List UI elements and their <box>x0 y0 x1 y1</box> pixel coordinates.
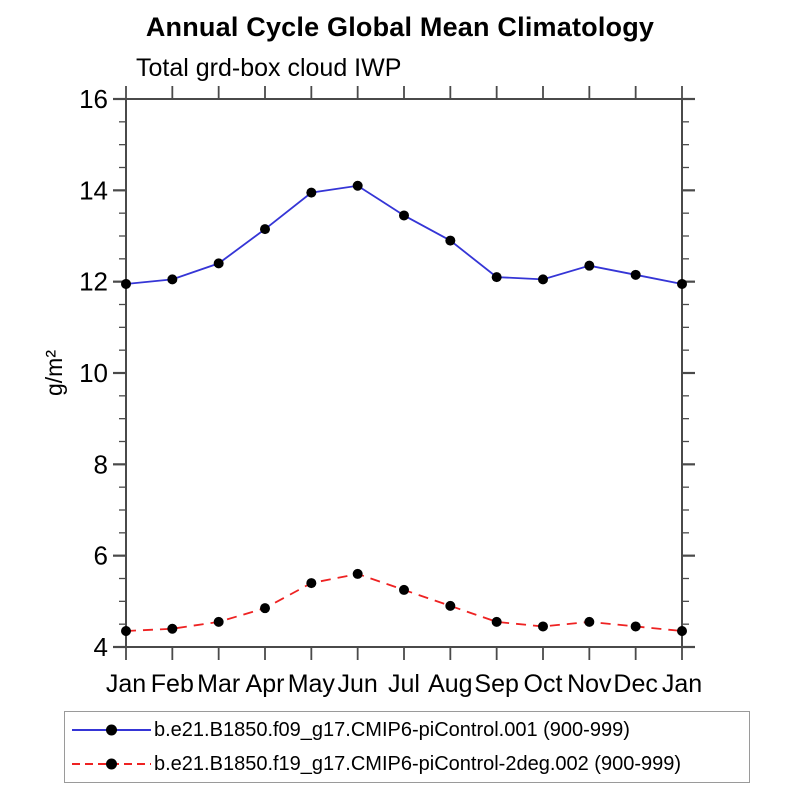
legend-item-series-0: b.e21.B1850.f09_g17.CMIP6-piControl.001 … <box>65 713 749 747</box>
chart-subtitle: Total grd-box cloud IWP <box>136 54 402 82</box>
series-0-marker <box>399 210 409 221</box>
x-axis-tick-label: Jan <box>662 670 702 698</box>
legend-line-sample-solid <box>72 724 151 736</box>
x-axis-tick-label: Oct <box>524 670 563 698</box>
legend-line-sample-dashed <box>72 758 151 770</box>
series-0-marker <box>630 269 641 280</box>
series-1-marker <box>167 623 178 634</box>
series-0-marker <box>445 235 456 246</box>
series-0-marker <box>352 180 363 191</box>
y-axis-tick-label: 12 <box>79 267 108 297</box>
x-axis-tick-label: Jun <box>338 670 378 698</box>
chart-title: Annual Cycle Global Mean Climatology <box>145 12 655 42</box>
x-axis-tick-label: Apr <box>246 670 285 698</box>
x-axis-tick-label: May <box>288 670 336 698</box>
x-axis-tick-label: Aug <box>428 670 472 698</box>
series-1-line <box>125 573 683 632</box>
legend-label-series-1: b.e21.B1850.f19_g17.CMIP6-piControl-2deg… <box>154 753 682 775</box>
x-axis-tick-label: Feb <box>151 670 194 698</box>
y-axis-tick-label: 16 <box>79 84 108 114</box>
series-0-marker <box>677 278 687 289</box>
series-0-marker <box>121 278 131 289</box>
series-0-marker <box>306 187 317 198</box>
series-0-line <box>125 184 683 285</box>
series-1-marker <box>399 584 409 595</box>
y-axis-tick-label: 6 <box>94 541 108 571</box>
series-0-marker <box>584 260 595 271</box>
x-axis-tick-label: Mar <box>197 670 240 698</box>
series-0-marker <box>260 224 270 235</box>
y-axis-tick-label: 8 <box>94 449 108 479</box>
series-1-marker <box>677 626 687 637</box>
series-0-marker <box>538 274 548 285</box>
legend-sample-marker-1 <box>106 758 117 770</box>
legend-sample-marker-0 <box>106 724 117 736</box>
plot-frame <box>125 98 683 648</box>
y-axis-tick-label: 14 <box>79 175 108 205</box>
series-1-marker <box>630 621 641 632</box>
series-0-marker <box>213 258 224 269</box>
series-1-marker <box>445 600 456 611</box>
legend-item-series-1: b.e21.B1850.f19_g17.CMIP6-piControl-2deg… <box>65 747 749 781</box>
series-1-marker <box>306 578 317 589</box>
series-0-marker <box>491 272 502 283</box>
series-1-marker <box>584 616 595 627</box>
series-0-marker <box>167 274 178 285</box>
series-1-marker <box>538 621 548 632</box>
legend-label-series-0: b.e21.B1850.f09_g17.CMIP6-piControl.001 … <box>154 719 630 741</box>
x-axis-tick-label: Jul <box>388 670 420 698</box>
legend-box: b.e21.B1850.f09_g17.CMIP6-piControl.001 … <box>64 711 750 783</box>
series-1-marker <box>213 616 224 627</box>
y-axis-tick-label: 4 <box>94 632 108 662</box>
x-axis-tick-label: Jan <box>106 670 146 698</box>
y-axis-tick-label: 10 <box>79 358 108 388</box>
series-1-marker <box>491 616 502 627</box>
x-axis-tick-label: Nov <box>567 670 612 698</box>
x-axis-tick-label: Sep <box>474 670 518 698</box>
y-axis-title: g/m² <box>41 350 67 396</box>
series-1-marker <box>121 626 131 637</box>
series-1-marker <box>260 603 270 614</box>
series-1-marker <box>352 568 363 579</box>
x-axis-tick-label: Dec <box>613 670 657 698</box>
